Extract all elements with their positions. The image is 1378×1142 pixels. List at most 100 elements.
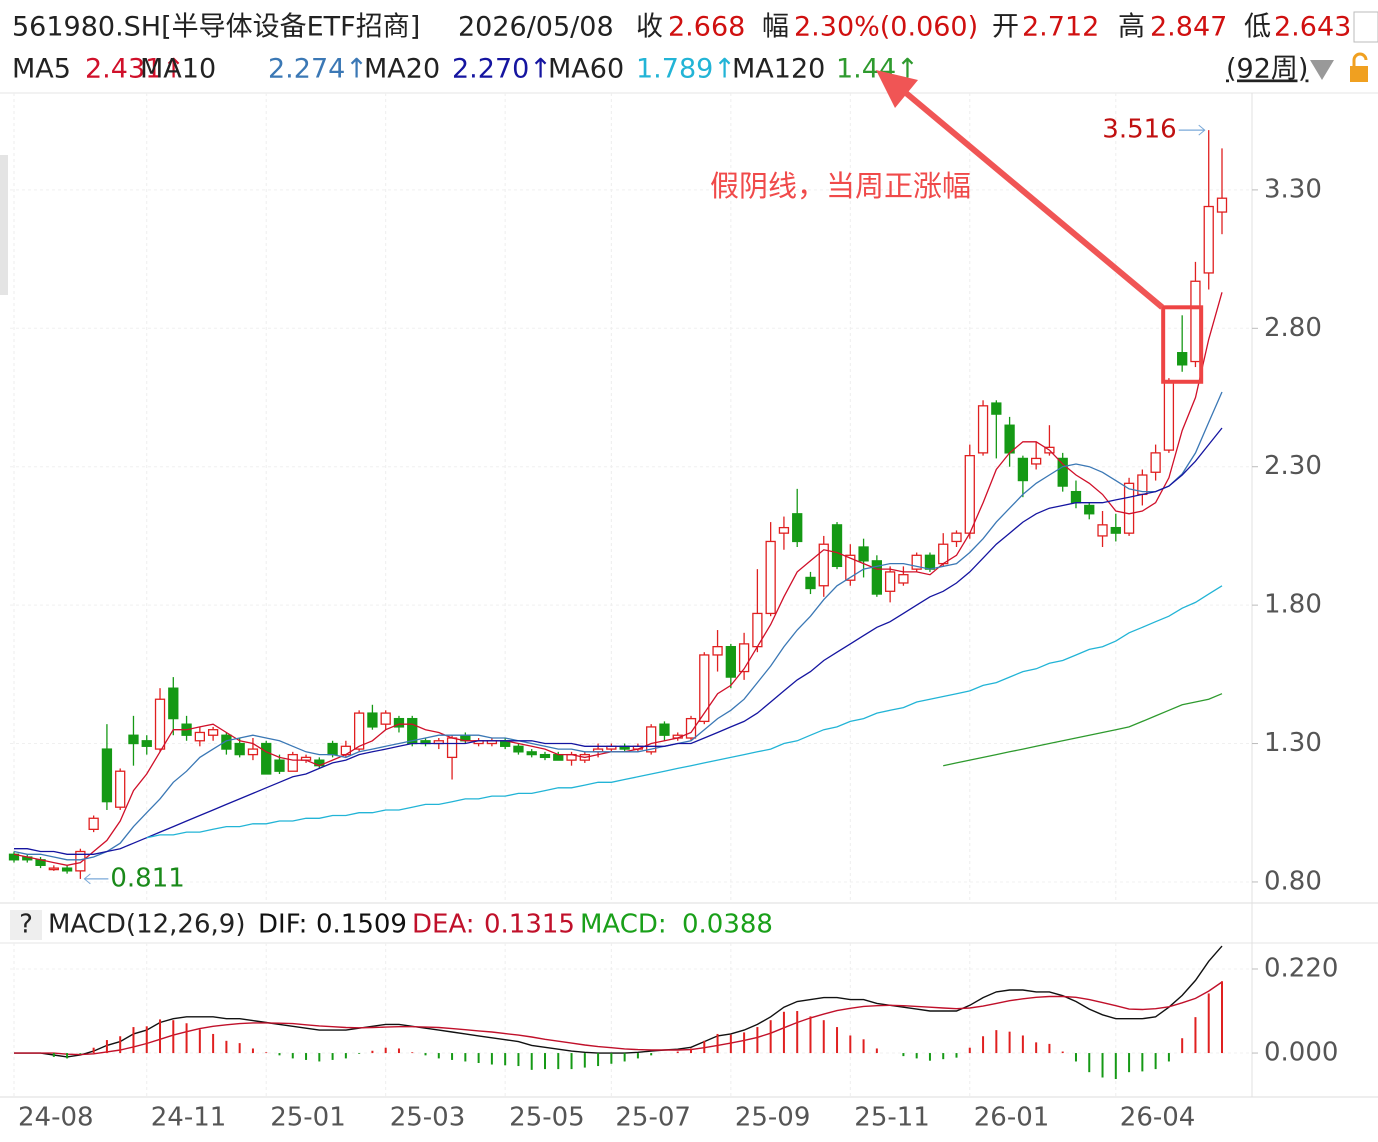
- legend-value: 0.0388: [682, 910, 773, 940]
- icon[interactable]: [1353, 11, 1378, 43]
- candle-body: [898, 574, 909, 584]
- candle-body: [1004, 424, 1015, 454]
- x-tick-label: 25-05: [509, 1103, 585, 1133]
- dropdown-icon[interactable]: [1310, 60, 1334, 80]
- candle-body: [261, 742, 272, 775]
- help-button[interactable]: [10, 910, 42, 940]
- y-tick-label: 2.30: [1264, 451, 1322, 481]
- open-value: 2.712: [1022, 12, 1099, 43]
- x-tick-label: 25-01: [270, 1103, 346, 1133]
- candle-body: [380, 712, 391, 725]
- max-pointer: [1198, 124, 1206, 136]
- candle-body: [659, 723, 670, 736]
- legend-label: MA20: [364, 54, 440, 85]
- candle-body: [115, 770, 126, 808]
- candle-body: [1017, 457, 1029, 482]
- change-label: 幅: [762, 12, 789, 43]
- annotation-arrowhead: [876, 70, 918, 108]
- candle-body: [1190, 280, 1201, 363]
- candle-body: [1084, 504, 1095, 515]
- lock-icon[interactable]: [1350, 66, 1368, 82]
- candle-body: [247, 748, 259, 756]
- y-tick-label: 1.80: [1264, 590, 1322, 620]
- macd-title: MACD(12,26,9): [48, 910, 245, 940]
- legend-label: MA5: [12, 54, 71, 85]
- legend-value: 0.1315: [484, 910, 575, 940]
- candle-body: [831, 524, 843, 568]
- legend-label: DEA:: [412, 910, 475, 940]
- legend-label: MA120: [732, 54, 825, 85]
- candle-body: [393, 717, 405, 728]
- highlight-box: [1161, 305, 1204, 384]
- legend-value: 2.270↑: [452, 54, 552, 85]
- candle-body: [168, 687, 179, 720]
- side-handle: [0, 155, 8, 295]
- candle-body: [1110, 526, 1121, 534]
- help[interactable]: ?: [19, 910, 33, 940]
- legend-value: 2.274↑: [268, 54, 368, 85]
- y-tick-label: 0.220: [1264, 953, 1338, 983]
- macd-line: [14, 981, 1223, 1056]
- candle-body: [234, 742, 245, 756]
- y-tick-label: 0.000: [1264, 1038, 1338, 1068]
- y-tick-label: 1.30: [1264, 728, 1322, 758]
- candle-body: [8, 853, 20, 861]
- legend-label: MACD:: [580, 910, 667, 940]
- candle-body: [446, 737, 458, 759]
- candle-body: [871, 560, 883, 595]
- ma-line: [146, 585, 1223, 839]
- open-label: 开: [992, 12, 1019, 43]
- candle-body: [1203, 205, 1214, 274]
- candle-body: [1070, 490, 1082, 504]
- min-label: 0.811: [110, 863, 184, 893]
- candle-body: [1216, 197, 1228, 213]
- candle-body: [101, 748, 113, 803]
- candle-body: [1163, 380, 1175, 451]
- candle-body: [858, 546, 869, 562]
- y-tick-label: 2.80: [1264, 313, 1322, 343]
- candle-body: [1123, 482, 1135, 534]
- candle-body: [938, 543, 949, 565]
- candle-body: [911, 554, 922, 570]
- x-tick-label: 25-09: [735, 1103, 811, 1133]
- candle-body: [128, 734, 139, 745]
- candle-body: [141, 740, 152, 747]
- y-tick-label: 0.80: [1264, 866, 1322, 896]
- legend-label: DIF:: [258, 910, 307, 940]
- high-label: 高: [1118, 12, 1145, 43]
- candle-body: [924, 554, 936, 570]
- candle-body: [327, 742, 338, 756]
- x-tick-label: 24-08: [18, 1103, 94, 1133]
- date: 2026/05/08: [458, 12, 614, 43]
- candle-body: [699, 654, 710, 723]
- min-pointer: [83, 873, 91, 885]
- ma-line: [13, 391, 1223, 861]
- candle-body: [818, 543, 829, 587]
- lock-icon: [1352, 52, 1368, 66]
- candle-body: [977, 405, 989, 454]
- candle-body: [526, 751, 537, 756]
- candle-body: [553, 753, 564, 761]
- annotation-arrow: [898, 85, 1165, 310]
- legend-value: 1.789↑: [636, 54, 736, 85]
- x-tick-label: 24-11: [151, 1103, 227, 1133]
- candle-body: [1150, 452, 1161, 473]
- candle-body: [991, 402, 1002, 415]
- candle-body: [154, 698, 166, 750]
- x-tick-label: 25-03: [390, 1103, 466, 1133]
- candle-body: [353, 712, 365, 750]
- period[interactable]: (92周): [1226, 54, 1308, 85]
- candle-body: [274, 759, 285, 772]
- low-label: 低: [1244, 12, 1271, 43]
- candle-body: [1097, 524, 1108, 537]
- annotation: 假阴线，当周正涨幅: [710, 169, 971, 203]
- x-tick-label: 26-04: [1120, 1103, 1196, 1133]
- candle-body: [792, 513, 803, 543]
- legend-value: 2.431↑: [85, 54, 185, 85]
- candle-body: [765, 540, 776, 615]
- ma-line: [14, 427, 1223, 855]
- close-value: 2.668: [668, 12, 745, 43]
- candle-body: [61, 867, 73, 872]
- close-label: 收: [636, 12, 663, 43]
